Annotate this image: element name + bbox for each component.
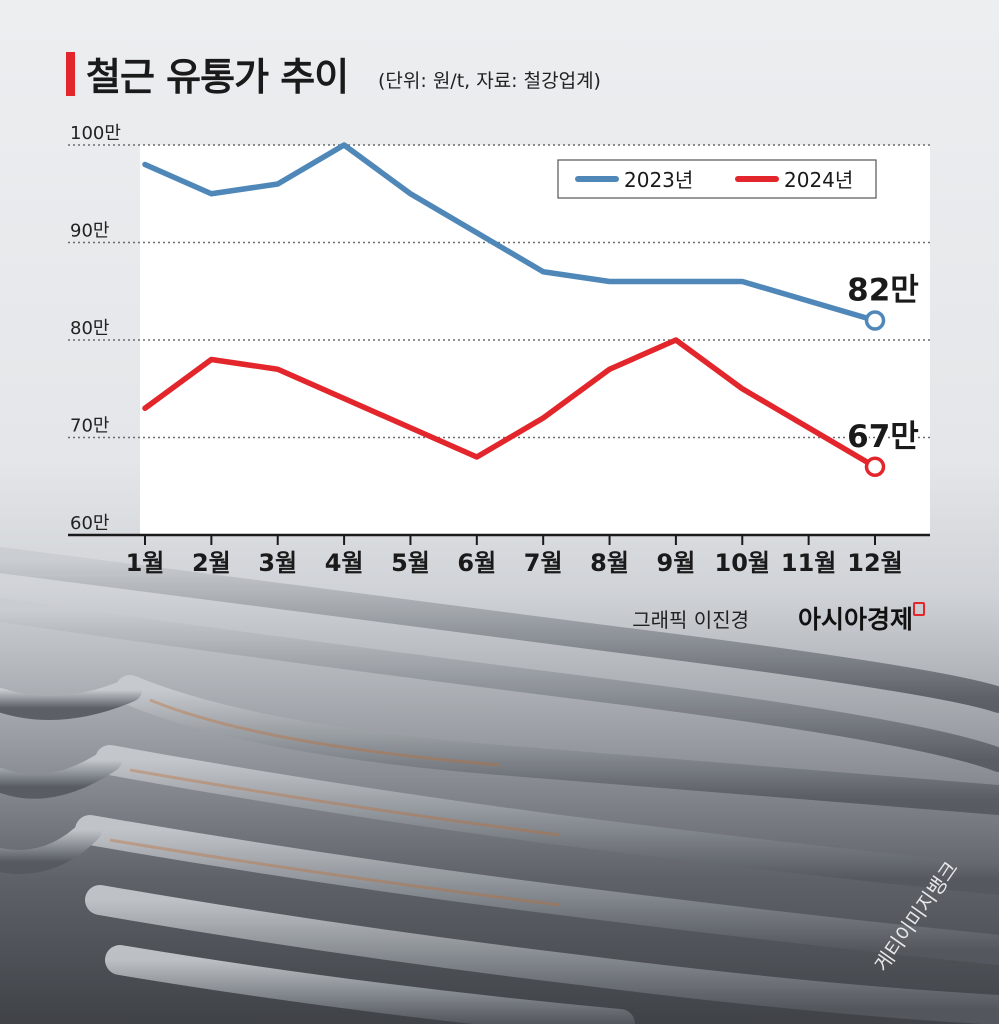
x-tick-label: 9월: [657, 549, 696, 577]
brand-logo-text: 아시아경제: [797, 605, 913, 634]
series-endpoint: [864, 456, 886, 477]
chart-title: 철근 유통가 추이: [86, 55, 349, 99]
x-tick-label: 6월: [457, 549, 496, 577]
x-tick-label: 1월: [126, 549, 165, 577]
end-value-label: 67만: [847, 419, 919, 455]
legend-label: 2024년: [784, 168, 853, 192]
x-tick-label: 2월: [192, 549, 231, 577]
x-tick-label: 8월: [590, 549, 629, 577]
y-tick-label: 90만: [70, 221, 109, 242]
x-tick-label: 11월: [781, 549, 836, 577]
x-tick-label: 10월: [715, 549, 770, 577]
y-tick-label: 80만: [70, 318, 109, 339]
x-tick-label: 4월: [325, 549, 364, 577]
legend-label: 2023년: [624, 168, 693, 192]
series-line-1: [142, 337, 878, 470]
x-tick-label: 3월: [258, 549, 297, 577]
end-value-label: 82만: [847, 273, 919, 309]
y-tick-label: 60만: [70, 513, 109, 534]
unit-note: (단위: 원/t, 자료: 철강업계): [378, 70, 601, 92]
x-tick-label: 5월: [391, 549, 430, 577]
x-tick-label: 12월: [847, 549, 902, 577]
series-line-0: [142, 142, 878, 324]
title-accent-bar: [66, 52, 75, 96]
series-endpoint: [864, 310, 886, 331]
brand-mark-icon: [913, 602, 925, 616]
graphic-credit: 그래픽 이진경: [632, 608, 749, 632]
y-tick-label: 70만: [70, 416, 109, 437]
y-tick-label: 100만: [70, 123, 121, 144]
x-tick-label: 7월: [524, 549, 563, 577]
